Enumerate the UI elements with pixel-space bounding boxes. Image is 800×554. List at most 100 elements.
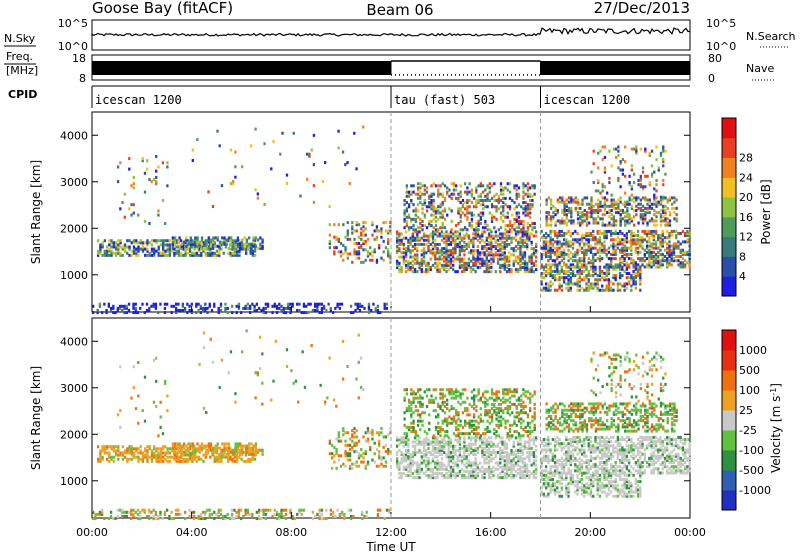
scatter-cell — [230, 236, 233, 240]
scatter-cell — [157, 253, 160, 257]
scatter-cell — [547, 286, 550, 290]
scatter-cell — [119, 245, 122, 249]
scatter-cell — [221, 236, 224, 240]
scatter-cell — [645, 232, 649, 235]
y-tick-label: 2000 — [60, 222, 88, 235]
scatter-cell — [596, 232, 599, 235]
scatter-cell — [474, 474, 477, 478]
scatter-cell — [175, 241, 178, 245]
scatter-cell — [238, 251, 241, 255]
scatter-cell — [227, 446, 231, 450]
scatter-cell — [529, 211, 532, 215]
scatter-cell — [523, 245, 527, 249]
scatter-cell — [166, 165, 169, 169]
scatter-cell — [626, 200, 629, 204]
scatter-cell — [621, 217, 625, 221]
scatter-cell — [109, 306, 113, 310]
scatter-cell — [440, 440, 444, 444]
scatter-cell — [472, 448, 475, 452]
scatter-cell — [487, 461, 491, 465]
scatter-cell — [387, 231, 390, 235]
scatter-cell — [478, 261, 482, 265]
scatter-cell — [686, 238, 689, 242]
scatter-cell — [639, 176, 642, 180]
scatter-cell — [632, 200, 636, 204]
scatter-cell — [155, 182, 158, 186]
scatter-cell — [121, 457, 124, 461]
scatter-cell — [458, 253, 462, 257]
scatter-cell — [404, 230, 408, 234]
scatter-cell — [661, 242, 664, 246]
scatter-cell — [159, 455, 163, 459]
scatter-cell — [485, 442, 488, 446]
scatter-cell — [465, 476, 468, 480]
scatter-cell — [411, 245, 414, 249]
scatter-cell — [432, 226, 435, 230]
scatter-cell — [474, 448, 477, 452]
scatter-cell — [594, 272, 597, 275]
scatter-cell — [663, 259, 667, 263]
scatter-cell — [467, 453, 471, 457]
scatter-cell — [325, 308, 328, 312]
scatter-cell — [407, 245, 410, 249]
scatter-cell — [234, 442, 237, 446]
scatter-cell — [449, 442, 453, 446]
scatter-cell — [552, 217, 555, 221]
scatter-cell — [254, 244, 258, 248]
scatter-cell — [549, 274, 552, 278]
scatter-cell — [346, 221, 349, 225]
scatter-cell — [186, 459, 189, 463]
scatter-cell — [218, 251, 221, 255]
scatter-cell — [492, 442, 495, 446]
scatter-cell — [497, 198, 500, 202]
scatter-cell — [108, 451, 111, 455]
scatter-cell — [171, 236, 175, 240]
scatter-cell — [355, 441, 358, 445]
scatter-cell — [630, 234, 633, 238]
scatter-cell — [644, 211, 647, 215]
scatter-cell — [560, 252, 563, 256]
scatter-cell — [481, 440, 484, 444]
scatter-cell — [478, 251, 482, 255]
scatter-cell — [257, 306, 261, 310]
scatter-cell — [157, 213, 160, 217]
scatter-cell — [154, 306, 158, 310]
scatter-cell — [648, 219, 651, 223]
scatter-cell — [472, 255, 475, 259]
scatter-cell — [136, 311, 140, 315]
scatter-cell — [657, 265, 660, 269]
scatter-cell — [404, 247, 408, 251]
scatter-cell — [238, 455, 241, 459]
scatter-cell — [648, 240, 651, 244]
scatter-cell — [616, 240, 620, 244]
scatter-cell — [443, 265, 446, 269]
scatter-cell — [252, 238, 255, 242]
scatter-cell — [99, 245, 102, 249]
scatter-cell — [612, 250, 615, 254]
scatter-cell — [375, 229, 379, 233]
scatter-cell — [409, 461, 412, 465]
scatter-cell — [487, 265, 491, 269]
scatter-cell — [686, 234, 689, 238]
scatter-cell — [443, 198, 447, 202]
scatter-cell — [598, 274, 602, 278]
scatter-cell — [146, 455, 149, 459]
scatter-cell — [529, 205, 532, 209]
scatter-cell — [132, 186, 135, 190]
scatter-cell — [244, 304, 247, 308]
scatter-cell — [402, 236, 406, 240]
scatter-cell — [105, 451, 109, 455]
scatter-cell — [137, 213, 140, 217]
scatter-cell — [411, 270, 414, 274]
scatter-cell — [110, 251, 113, 255]
scatter-cell — [335, 448, 338, 451]
scatter-cell — [588, 206, 591, 210]
scatter-cell — [125, 311, 128, 315]
scatter-cell — [207, 190, 210, 194]
scatter-cell — [346, 237, 349, 241]
scatter-cell — [177, 302, 180, 306]
scatter-cell — [505, 236, 509, 240]
scatter-cell — [580, 240, 584, 244]
scatter-cell — [439, 226, 442, 230]
scatter-cell — [278, 302, 281, 306]
